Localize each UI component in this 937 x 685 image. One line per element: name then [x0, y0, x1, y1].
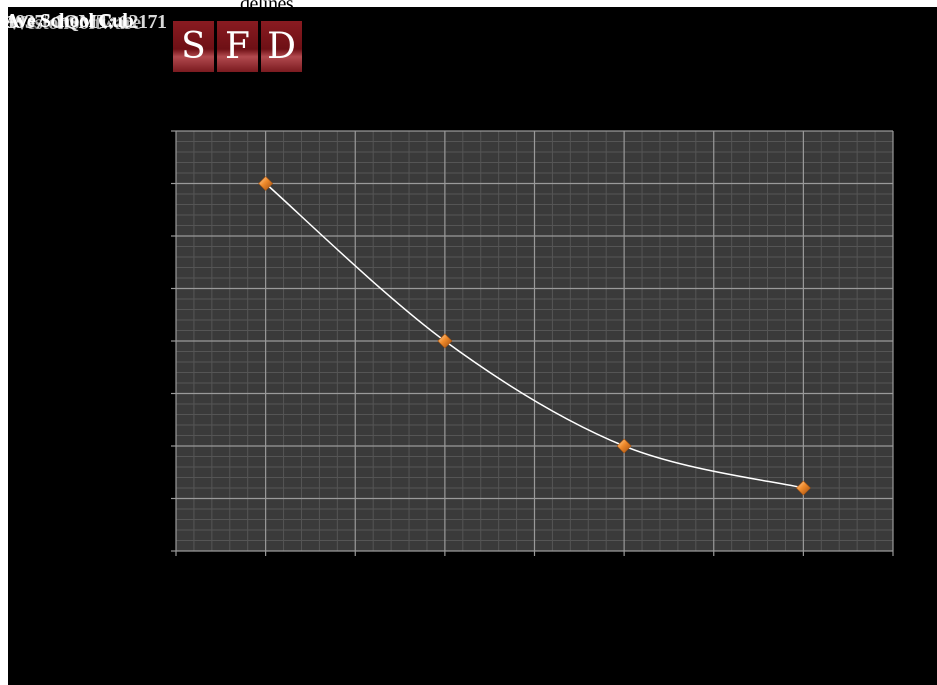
sfd-logo: S F D: [173, 21, 302, 72]
overlapping-caption-2: 1937² 1QMT: 12171: [6, 11, 167, 33]
data-point-1: [258, 176, 274, 191]
data-point-3: [616, 438, 632, 454]
data-point-2: [437, 333, 453, 349]
overlapping-caption-3: WestonSoftware: [8, 12, 141, 34]
series-markers: [258, 176, 811, 496]
page-title: delines: [240, 0, 294, 15]
axis-ticks: [171, 130, 894, 556]
logo-letter-d: D: [261, 21, 302, 72]
major-gridlines: [175, 130, 894, 552]
logo-letter-f: F: [217, 21, 258, 72]
data-point-4: [795, 480, 811, 496]
series-line: [265, 182, 804, 489]
overlapping-caption-1: Ave School Cub: [5, 10, 134, 32]
logo-letter-s: S: [173, 21, 214, 72]
